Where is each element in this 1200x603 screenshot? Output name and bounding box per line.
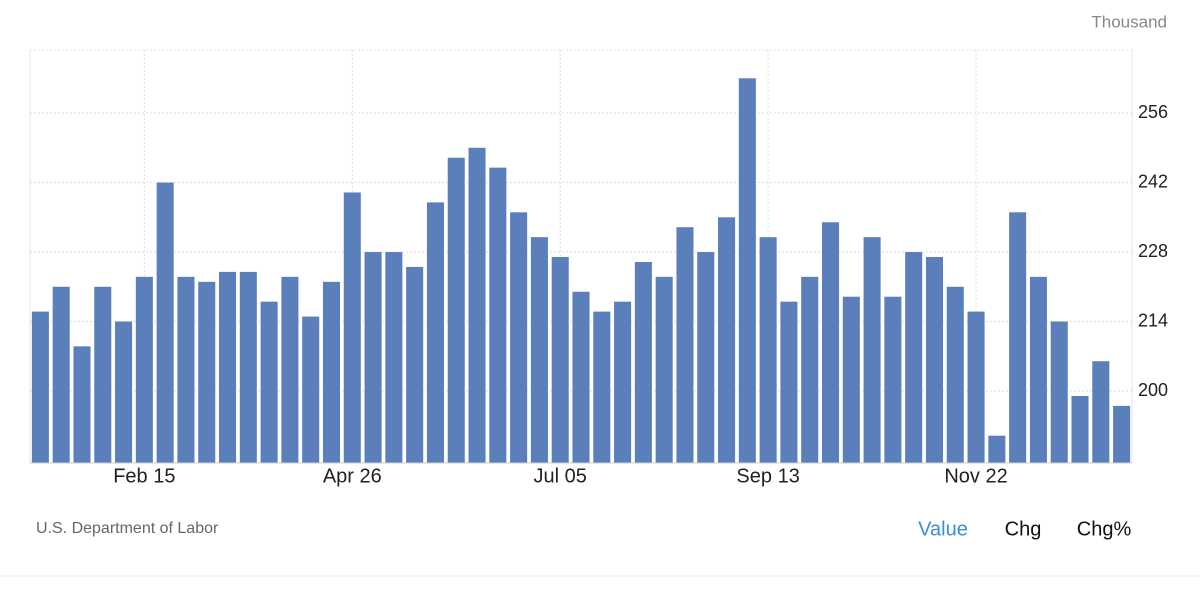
bar [135, 276, 153, 463]
bar [655, 276, 673, 463]
bar [821, 222, 840, 463]
bar [426, 202, 444, 463]
bar [489, 167, 507, 463]
bar [1009, 212, 1027, 463]
bar [614, 301, 632, 463]
bar [302, 316, 320, 463]
bar [447, 157, 465, 464]
bar [676, 227, 694, 463]
bar [31, 311, 49, 463]
bar [988, 435, 1006, 463]
x-tick-label: Sep 13 [736, 465, 799, 487]
bar [73, 346, 91, 463]
bar [946, 286, 964, 463]
bar [364, 252, 382, 463]
bar [385, 252, 403, 463]
x-tick-label: Apr 26 [323, 465, 382, 487]
control-button[interactable]: Chg% [1077, 518, 1132, 540]
bar [905, 252, 923, 463]
source: U.S. Department of Labor [36, 520, 219, 537]
bar [738, 78, 756, 464]
bar [468, 147, 486, 463]
bar [697, 252, 715, 463]
y-tick-label: 214 [1138, 310, 1168, 330]
bar [177, 276, 195, 463]
bar [94, 286, 112, 463]
x-tick-label: Feb 15 [113, 465, 175, 487]
bar [198, 281, 216, 463]
bar [1113, 405, 1131, 463]
bar [239, 271, 257, 463]
bar [780, 301, 798, 463]
unit-label: Thousand [1091, 12, 1167, 31]
bar [759, 237, 777, 463]
y-tick-label: 256 [1138, 102, 1168, 122]
bar [884, 296, 902, 463]
bar [1050, 321, 1068, 463]
bar [863, 237, 881, 463]
bar [530, 237, 548, 463]
bar [260, 301, 278, 463]
bar [551, 256, 569, 463]
bar [718, 217, 736, 463]
x-tick-label: Nov 22 [944, 465, 1007, 487]
bar [634, 261, 652, 463]
bar [925, 256, 943, 463]
bar [1071, 395, 1089, 463]
y-tick-label: 200 [1138, 380, 1168, 400]
y-tick-label: 242 [1138, 171, 1168, 191]
bar [842, 296, 860, 463]
bar [115, 321, 133, 463]
control-button[interactable]: Chg [1005, 518, 1042, 540]
bar [322, 281, 341, 463]
bar [281, 276, 299, 463]
control-button[interactable]: Value [918, 518, 968, 540]
bar [510, 212, 528, 463]
bar [219, 271, 237, 463]
bar [801, 276, 819, 463]
bar [967, 311, 985, 463]
bar [1092, 361, 1110, 463]
bar [572, 291, 590, 463]
bar [406, 266, 424, 463]
bar [156, 182, 174, 463]
bar [343, 192, 361, 463]
bar [52, 286, 70, 463]
y-tick-label: 228 [1138, 241, 1168, 261]
bar [593, 311, 611, 463]
bar [1029, 276, 1047, 463]
x-tick-label: Jul 05 [534, 465, 587, 487]
